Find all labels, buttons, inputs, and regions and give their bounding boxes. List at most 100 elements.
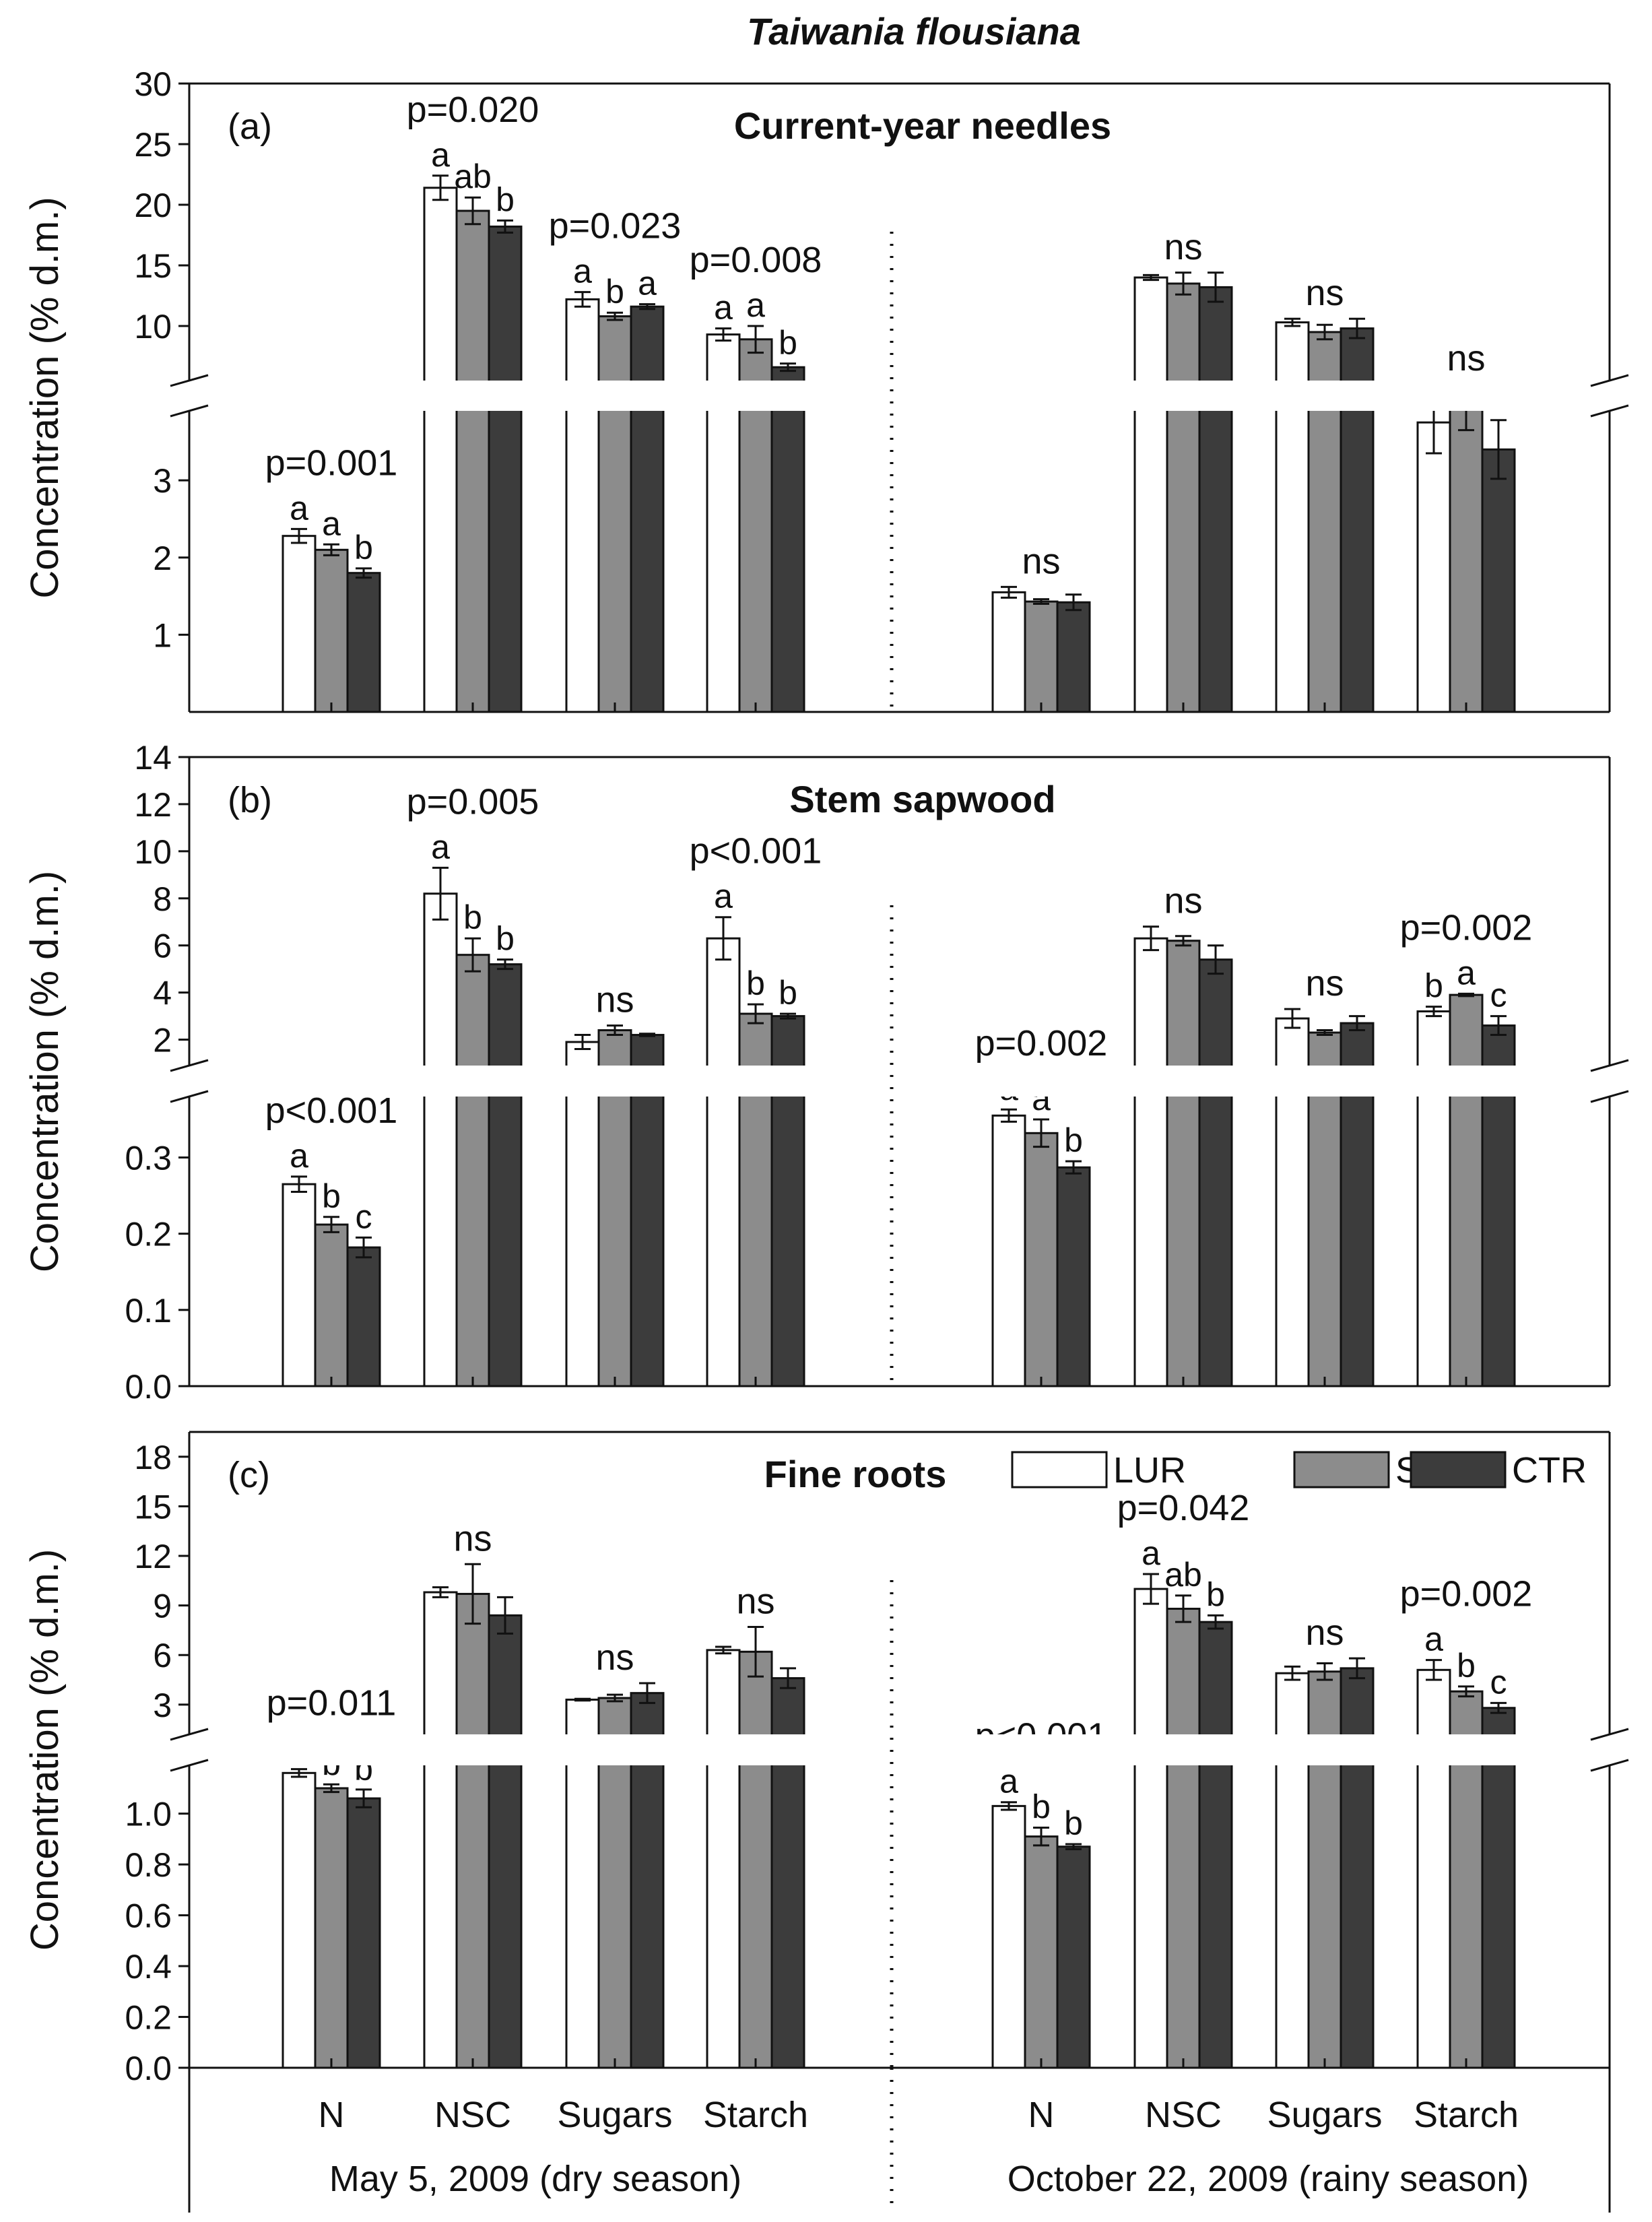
- legend: LURSURCTR: [1011, 1450, 1587, 1491]
- bar-lur: [1275, 1672, 1310, 2069]
- panel-letter: (b): [228, 780, 272, 820]
- stat-label: p=0.008: [690, 240, 822, 280]
- significance-letter: b: [779, 974, 797, 1012]
- x-tick-label: Starch: [703, 2095, 808, 2135]
- bar-lur: [282, 535, 317, 713]
- significance-letter: b: [1457, 1647, 1476, 1685]
- bar-sur: [1166, 1608, 1201, 2069]
- significance-letter: a: [1424, 1621, 1443, 1658]
- bar-ctr: [346, 1246, 381, 1387]
- significance-letter: a: [431, 136, 450, 174]
- bar-ctr: [1481, 1707, 1516, 2069]
- bar-lur: [565, 298, 600, 713]
- stat-label: p=0.002: [1400, 1574, 1533, 1614]
- panel-title: Current-year needles: [734, 104, 1111, 147]
- bar-lur: [565, 1041, 600, 1387]
- bar-lur: [991, 591, 1026, 713]
- stat-label: ns: [1447, 338, 1485, 379]
- bar-sur: [1307, 1670, 1342, 2069]
- significance-letter: b: [354, 529, 373, 566]
- y-tick-label: 0.6: [125, 1897, 172, 1935]
- bar-ctr: [1340, 1667, 1375, 2069]
- bar-ctr: [1198, 1621, 1233, 2069]
- panel-letter: (c): [228, 1455, 270, 1495]
- bar-lur: [706, 937, 741, 1387]
- legend-swatch-lur: [1011, 1451, 1108, 1489]
- axis-break-mark: [1590, 1759, 1629, 1772]
- axis-break-mark: [1590, 374, 1629, 387]
- figure-title: Taiwania flousiana: [747, 10, 1081, 53]
- panel-1: abcp<0.001abbp=0.005nsabbp<0.001aabp=0.0…: [23, 739, 1629, 1406]
- y-tick-label: 0.2: [125, 1216, 172, 1253]
- y-tick-label: 2: [153, 1022, 172, 1059]
- bar-ctr: [770, 366, 805, 713]
- significance-letter: b: [1206, 1575, 1225, 1613]
- panel-title: Fine roots: [764, 1453, 947, 1495]
- significance-letter: a: [638, 265, 657, 302]
- y-tick-label: 10: [134, 833, 172, 871]
- axis-break-gap: [176, 1066, 1623, 1097]
- stat-label: ns: [1305, 963, 1344, 1004]
- bar-ctr: [1481, 448, 1516, 713]
- stat-label: ns: [1164, 227, 1202, 267]
- bar-ctr: [346, 572, 381, 713]
- bar-lur: [423, 1591, 458, 2069]
- bar-sur: [1166, 940, 1201, 1387]
- axis-break-mark: [170, 1728, 209, 1741]
- axis-break-mark: [1590, 1728, 1629, 1741]
- stat-label: ns: [736, 1581, 774, 1622]
- y-tick-label: 10: [134, 308, 172, 346]
- significance-letter: a: [714, 289, 733, 327]
- bar-lur: [1133, 1588, 1168, 2069]
- significance-letter: ab: [454, 158, 492, 195]
- y-axis-label: Concentration (% d.m.): [23, 1549, 67, 1951]
- season-label-rainy: October 22, 2009 (rainy season): [1007, 2159, 1529, 2199]
- bar-sur: [1024, 1835, 1059, 2069]
- significance-letter: a: [999, 1763, 1018, 1800]
- y-axis-label: Concentration (% d.m.): [23, 197, 67, 598]
- y-tick-label: 6: [153, 1637, 172, 1674]
- stat-label: ns: [1022, 541, 1060, 581]
- bar-sur: [314, 1787, 349, 2069]
- bar-lur: [1416, 421, 1451, 713]
- x-tick-label: NSC: [1145, 2095, 1222, 2135]
- bar-sur: [314, 1223, 349, 1387]
- axis-break-mark: [1590, 1090, 1629, 1103]
- x-tick-label: N: [319, 2095, 345, 2135]
- significance-letter: ab: [1164, 1556, 1202, 1594]
- stat-label: ns: [1305, 1612, 1344, 1653]
- significance-letter: a: [431, 828, 450, 865]
- stat-label: p<0.001: [690, 831, 822, 872]
- x-tick-label: Sugars: [1267, 2095, 1382, 2135]
- y-tick-label: 12: [134, 1538, 172, 1575]
- bar-lur: [1416, 1668, 1451, 2069]
- bar-ctr: [1198, 958, 1233, 1387]
- significance-letter: b: [496, 181, 515, 218]
- bar-sur: [1166, 282, 1201, 713]
- stat-label: p=0.042: [1117, 1488, 1250, 1528]
- bar-lur: [1133, 276, 1168, 713]
- y-tick-label: 2: [153, 540, 172, 577]
- bar-sur: [1449, 405, 1484, 713]
- bar-ctr: [488, 963, 523, 1387]
- x-tick-label: N: [1028, 2095, 1055, 2135]
- y-tick-label: 1: [153, 616, 172, 654]
- panel-letter: (a): [228, 106, 272, 147]
- bar-ctr: [488, 1614, 523, 2069]
- axis-break-mark: [170, 374, 209, 387]
- y-tick-label: 4: [153, 975, 172, 1012]
- y-tick-label: 30: [134, 65, 172, 103]
- y-tick-label: 14: [134, 739, 172, 777]
- stat-label: p=0.001: [265, 443, 398, 483]
- stat-label: ns: [595, 980, 634, 1020]
- bar-ctr: [1056, 601, 1091, 713]
- y-tick-label: 20: [134, 187, 172, 224]
- stat-label: p=0.005: [407, 781, 539, 822]
- x-tick-label: Sugars: [557, 2095, 672, 2135]
- significance-letter: b: [1064, 1804, 1083, 1842]
- y-tick-label: 3: [153, 1687, 172, 1724]
- significance-letter: a: [573, 253, 592, 290]
